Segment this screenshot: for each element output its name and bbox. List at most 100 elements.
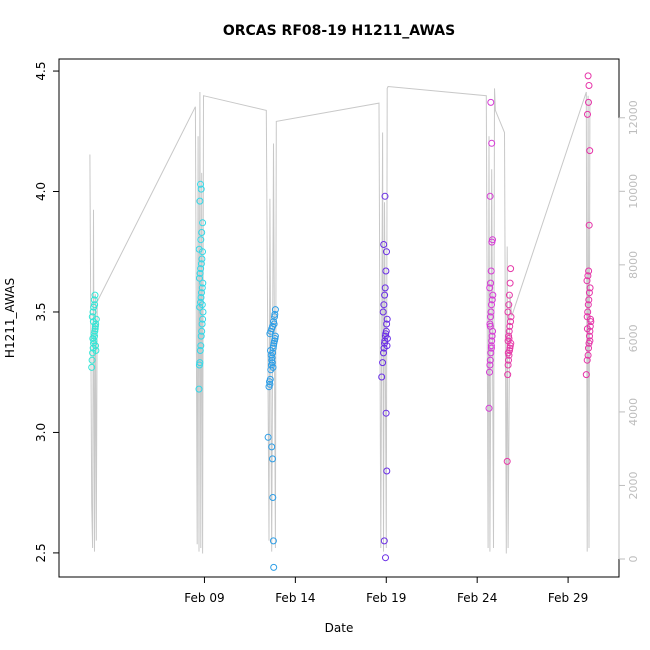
x-tick-label: Feb 14 — [275, 591, 315, 605]
data-point — [197, 342, 205, 350]
x-tick-label: Feb 29 — [548, 591, 588, 605]
secondary-y-axis: 0 2000 4000 6000 8000 10000 12000 — [618, 100, 640, 563]
secondary-line-layer — [89, 85, 591, 554]
data-point — [383, 467, 391, 475]
data-point — [486, 356, 494, 364]
data-point — [196, 269, 204, 277]
data-point — [269, 494, 277, 501]
secondary-tick-label: 4000 — [627, 398, 640, 426]
data-point — [486, 322, 494, 330]
data-point — [266, 380, 274, 388]
data-point — [504, 308, 512, 316]
data-point — [196, 197, 204, 205]
data-point — [586, 147, 594, 155]
data-point — [196, 359, 204, 367]
data-point — [486, 368, 493, 376]
y-tick-label: 3.5 — [34, 302, 48, 321]
data-point — [197, 260, 205, 268]
data-point — [487, 313, 494, 321]
data-point — [379, 359, 387, 367]
data-point — [585, 267, 593, 275]
data-point — [487, 267, 495, 275]
y-tick-label: 2.5 — [34, 543, 48, 562]
data-point — [198, 301, 206, 309]
data-point — [505, 335, 513, 342]
data-point — [198, 229, 206, 236]
data-point — [382, 327, 390, 335]
data-point — [198, 284, 206, 292]
data-point — [505, 356, 512, 364]
data-point — [583, 277, 591, 285]
data-point — [88, 356, 96, 364]
data-point — [487, 308, 495, 316]
chart-title: ORCAS RF08-19 H1211_AWAS — [223, 23, 455, 39]
data-point — [585, 82, 593, 89]
data-point — [199, 279, 207, 287]
data-point — [91, 301, 99, 309]
x-tick-label: Feb 19 — [366, 591, 406, 605]
data-point — [583, 325, 591, 333]
data-point — [383, 342, 391, 350]
x-tick-label: Feb 24 — [457, 591, 497, 605]
data-point — [271, 306, 279, 314]
data-point — [269, 537, 277, 545]
data-point — [585, 98, 592, 106]
data-point — [267, 351, 275, 359]
data-point — [488, 301, 495, 309]
data-point — [381, 192, 389, 200]
data-point — [585, 289, 593, 297]
x-axis: Feb 09 Feb 14 Feb 19 Feb 24 Feb 29 — [184, 577, 588, 605]
data-point — [586, 284, 594, 292]
data-point — [507, 313, 515, 321]
secondary-tick-label: 10000 — [627, 174, 640, 209]
data-point — [271, 310, 279, 318]
data-point — [197, 236, 205, 244]
data-point — [198, 327, 206, 335]
data-point — [487, 98, 495, 106]
y-tick-label: 3.0 — [34, 423, 48, 442]
data-point — [585, 344, 592, 352]
data-point — [198, 320, 206, 328]
data-point — [198, 255, 206, 263]
data-point — [503, 457, 511, 465]
data-point — [380, 301, 388, 309]
data-point — [380, 349, 387, 357]
data-point — [267, 366, 275, 374]
data-point — [488, 139, 496, 147]
data-point — [507, 318, 514, 326]
data-point — [486, 192, 494, 200]
data-point — [197, 332, 205, 340]
data-point — [380, 537, 388, 545]
data-point — [382, 409, 390, 417]
data-point — [88, 363, 96, 371]
data-point — [269, 455, 276, 463]
data-point — [195, 385, 203, 393]
data-point — [487, 344, 495, 352]
plot-frame — [58, 58, 620, 578]
data-point — [488, 337, 496, 345]
data-point — [487, 349, 495, 357]
y-axis: 2.5 3.0 3.5 4.0 4.5 — [34, 61, 59, 562]
data-point — [271, 335, 279, 342]
data-point — [92, 347, 100, 354]
y-tick-label: 4.5 — [34, 61, 48, 80]
data-point — [487, 279, 495, 287]
data-point — [383, 320, 391, 328]
data-point — [584, 72, 592, 80]
data-point — [507, 265, 515, 273]
secondary-tick-label: 0 — [627, 556, 640, 563]
data-point — [199, 219, 207, 227]
data-point — [197, 265, 205, 273]
data-point — [270, 320, 278, 328]
data-point — [89, 335, 97, 342]
data-point — [383, 315, 391, 323]
data-point — [264, 433, 272, 441]
data-point — [91, 291, 99, 299]
x-axis-label: Date — [325, 621, 354, 635]
data-point — [488, 296, 496, 304]
secondary-tick-label: 6000 — [627, 324, 640, 352]
data-point — [92, 320, 100, 328]
data-point — [90, 330, 98, 338]
data-point — [505, 291, 513, 299]
